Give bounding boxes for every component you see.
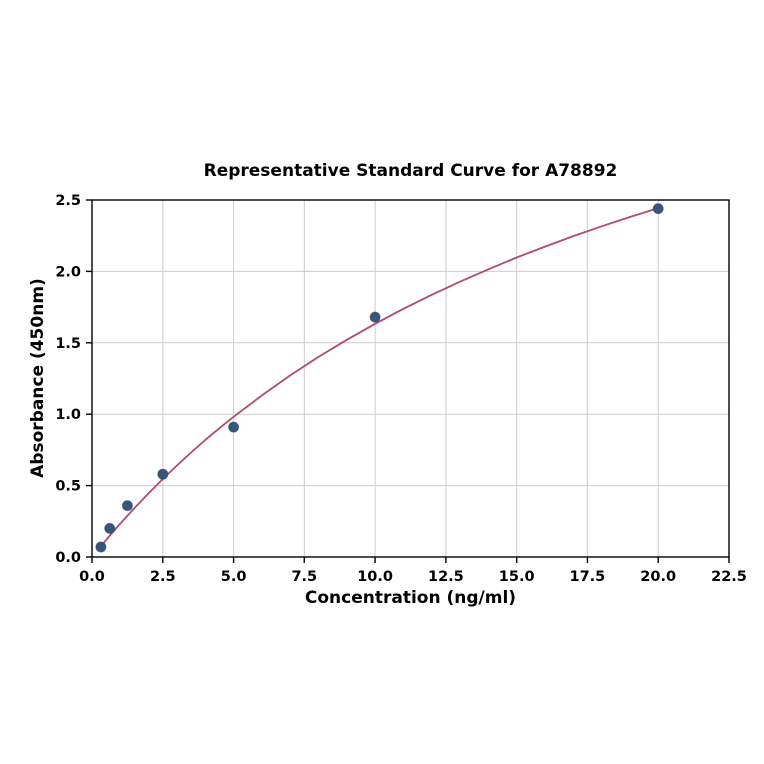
data-point <box>121 500 133 512</box>
x-tick-label: 12.5 <box>428 569 464 585</box>
y-tick-label: 2.0 <box>55 264 81 280</box>
x-axis-label: Concentration (ng/ml) <box>304 588 517 608</box>
x-tick-label: 7.5 <box>291 569 317 585</box>
y-tick-label: 1.5 <box>55 336 81 352</box>
y-tick-label: 0.0 <box>55 550 81 566</box>
data-point <box>104 522 116 534</box>
x-tick-label: 15.0 <box>499 569 535 585</box>
y-tick-label: 0.5 <box>55 479 81 495</box>
x-tick-label: 2.5 <box>150 569 176 585</box>
x-tick-label: 20.0 <box>640 569 676 585</box>
x-tick-label: 0.0 <box>79 569 105 585</box>
data-point <box>369 311 381 323</box>
fit-curve <box>99 207 660 548</box>
y-tick-label: 2.5 <box>55 193 81 209</box>
x-tick-label: 5.0 <box>221 569 247 585</box>
plot-border <box>91 199 730 558</box>
data-point <box>157 468 169 480</box>
chart-title: Representative Standard Curve for A78892 <box>203 161 618 181</box>
x-tick-label: 22.5 <box>711 569 747 585</box>
x-tick-label: 17.5 <box>570 569 606 585</box>
data-point <box>228 421 240 433</box>
x-tick-label: 10.0 <box>357 569 393 585</box>
y-axis-label: Absorbance (450nm) <box>28 278 48 478</box>
data-point <box>652 203 664 215</box>
y-tick-label: 1.0 <box>55 407 81 423</box>
data-point <box>95 541 107 553</box>
